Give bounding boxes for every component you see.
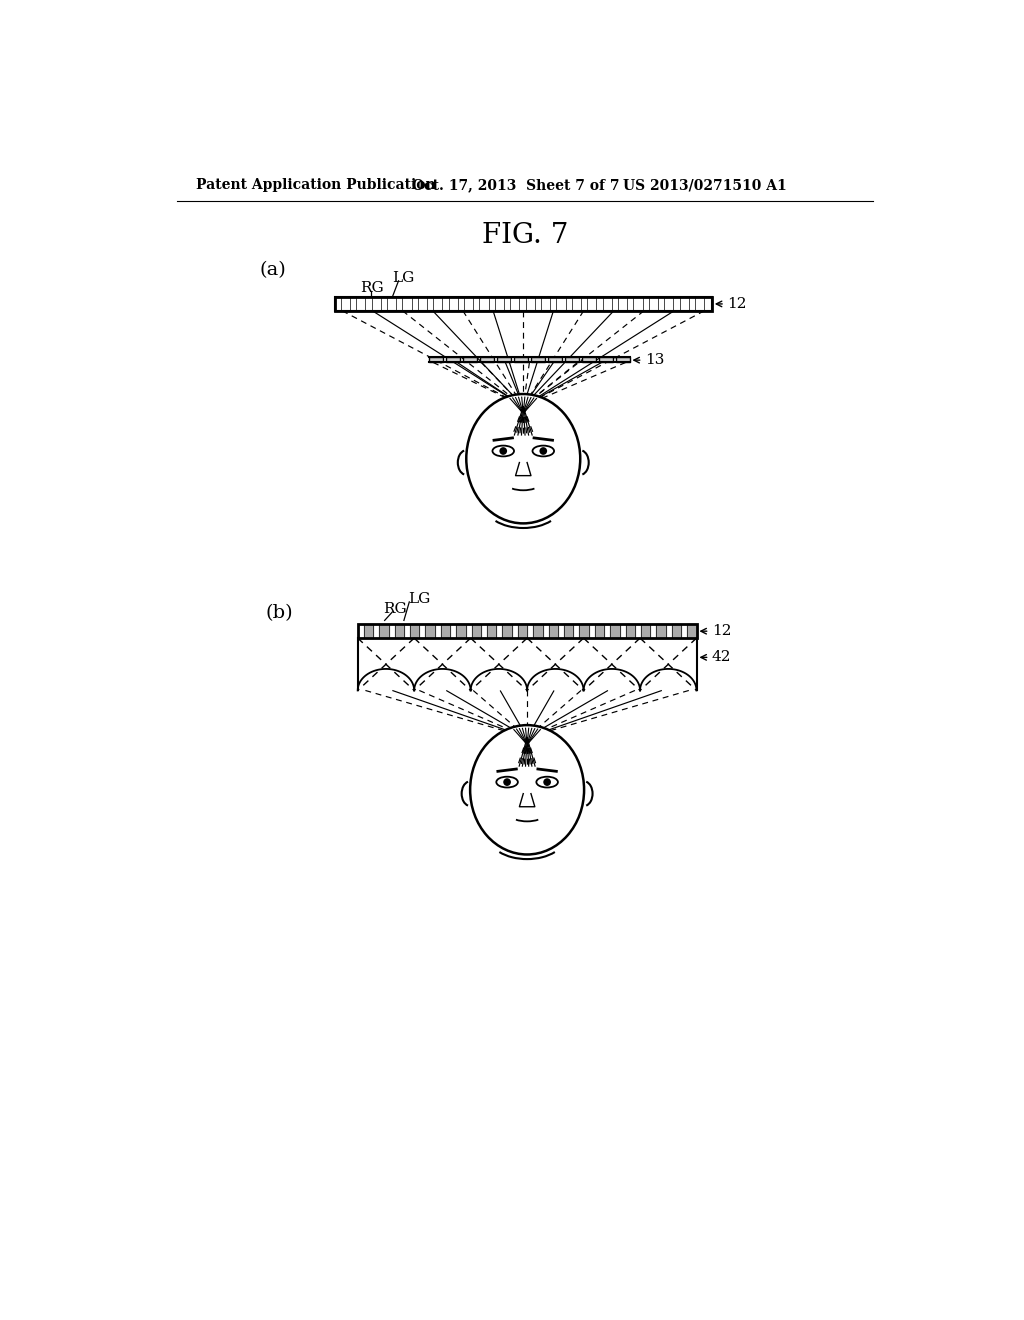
Polygon shape: [695, 297, 705, 312]
Polygon shape: [610, 624, 620, 638]
Polygon shape: [495, 297, 504, 312]
Text: US 2013/0271510 A1: US 2013/0271510 A1: [624, 178, 787, 193]
Ellipse shape: [544, 779, 551, 785]
Text: FIG. 7: FIG. 7: [481, 222, 568, 249]
Bar: [357, 624, 696, 638]
Polygon shape: [564, 624, 573, 638]
Bar: [429, 358, 443, 363]
Polygon shape: [433, 297, 442, 312]
Polygon shape: [534, 624, 543, 638]
Polygon shape: [672, 624, 681, 638]
Bar: [463, 358, 477, 363]
Polygon shape: [402, 297, 412, 312]
Polygon shape: [356, 297, 366, 312]
Polygon shape: [665, 297, 674, 312]
Ellipse shape: [532, 446, 554, 457]
Bar: [615, 358, 630, 363]
Text: (a): (a): [260, 261, 287, 279]
Bar: [531, 358, 545, 363]
Polygon shape: [634, 297, 643, 312]
Polygon shape: [379, 624, 388, 638]
Polygon shape: [556, 297, 565, 312]
Text: 12: 12: [727, 297, 746, 312]
Polygon shape: [641, 624, 650, 638]
Bar: [335, 297, 712, 312]
Text: 42: 42: [712, 651, 731, 664]
Polygon shape: [487, 624, 497, 638]
Polygon shape: [687, 624, 696, 638]
Polygon shape: [464, 297, 473, 312]
Text: RG: RG: [360, 281, 384, 294]
Polygon shape: [457, 624, 466, 638]
Text: Patent Application Publication: Patent Application Publication: [196, 178, 435, 193]
Polygon shape: [410, 624, 419, 638]
Polygon shape: [602, 297, 611, 312]
Ellipse shape: [497, 776, 518, 788]
Polygon shape: [341, 297, 350, 312]
Bar: [514, 358, 528, 363]
Polygon shape: [649, 297, 658, 312]
Polygon shape: [441, 624, 451, 638]
Ellipse shape: [470, 725, 584, 854]
Ellipse shape: [540, 447, 547, 455]
Text: 13: 13: [645, 354, 665, 367]
Polygon shape: [394, 624, 403, 638]
Polygon shape: [595, 624, 604, 638]
Bar: [446, 358, 460, 363]
Polygon shape: [418, 297, 427, 312]
Polygon shape: [518, 624, 527, 638]
Ellipse shape: [503, 779, 511, 785]
Polygon shape: [541, 297, 550, 312]
Polygon shape: [656, 624, 666, 638]
Text: (b): (b): [265, 603, 293, 622]
Bar: [582, 358, 596, 363]
Polygon shape: [472, 624, 481, 638]
Ellipse shape: [466, 395, 581, 523]
Polygon shape: [425, 624, 435, 638]
Polygon shape: [571, 297, 581, 312]
Text: RG: RG: [383, 602, 407, 616]
Ellipse shape: [493, 446, 514, 457]
Polygon shape: [680, 297, 689, 312]
Text: LG: LG: [408, 591, 430, 606]
Polygon shape: [617, 297, 628, 312]
Polygon shape: [626, 624, 635, 638]
Polygon shape: [479, 297, 488, 312]
Polygon shape: [510, 297, 519, 312]
Bar: [497, 358, 511, 363]
Polygon shape: [587, 297, 596, 312]
Ellipse shape: [500, 447, 507, 455]
Polygon shape: [387, 297, 396, 312]
Polygon shape: [580, 624, 589, 638]
Polygon shape: [549, 624, 558, 638]
Polygon shape: [364, 624, 373, 638]
Polygon shape: [503, 624, 512, 638]
Polygon shape: [449, 297, 458, 312]
Polygon shape: [372, 297, 381, 312]
Bar: [548, 358, 562, 363]
Polygon shape: [525, 297, 535, 312]
Text: LG: LG: [392, 271, 415, 285]
Text: 12: 12: [712, 624, 731, 638]
Bar: [335, 297, 712, 312]
Ellipse shape: [537, 776, 558, 788]
Bar: [565, 358, 579, 363]
Bar: [599, 358, 612, 363]
Text: Oct. 17, 2013  Sheet 7 of 7: Oct. 17, 2013 Sheet 7 of 7: [412, 178, 620, 193]
Bar: [480, 358, 494, 363]
